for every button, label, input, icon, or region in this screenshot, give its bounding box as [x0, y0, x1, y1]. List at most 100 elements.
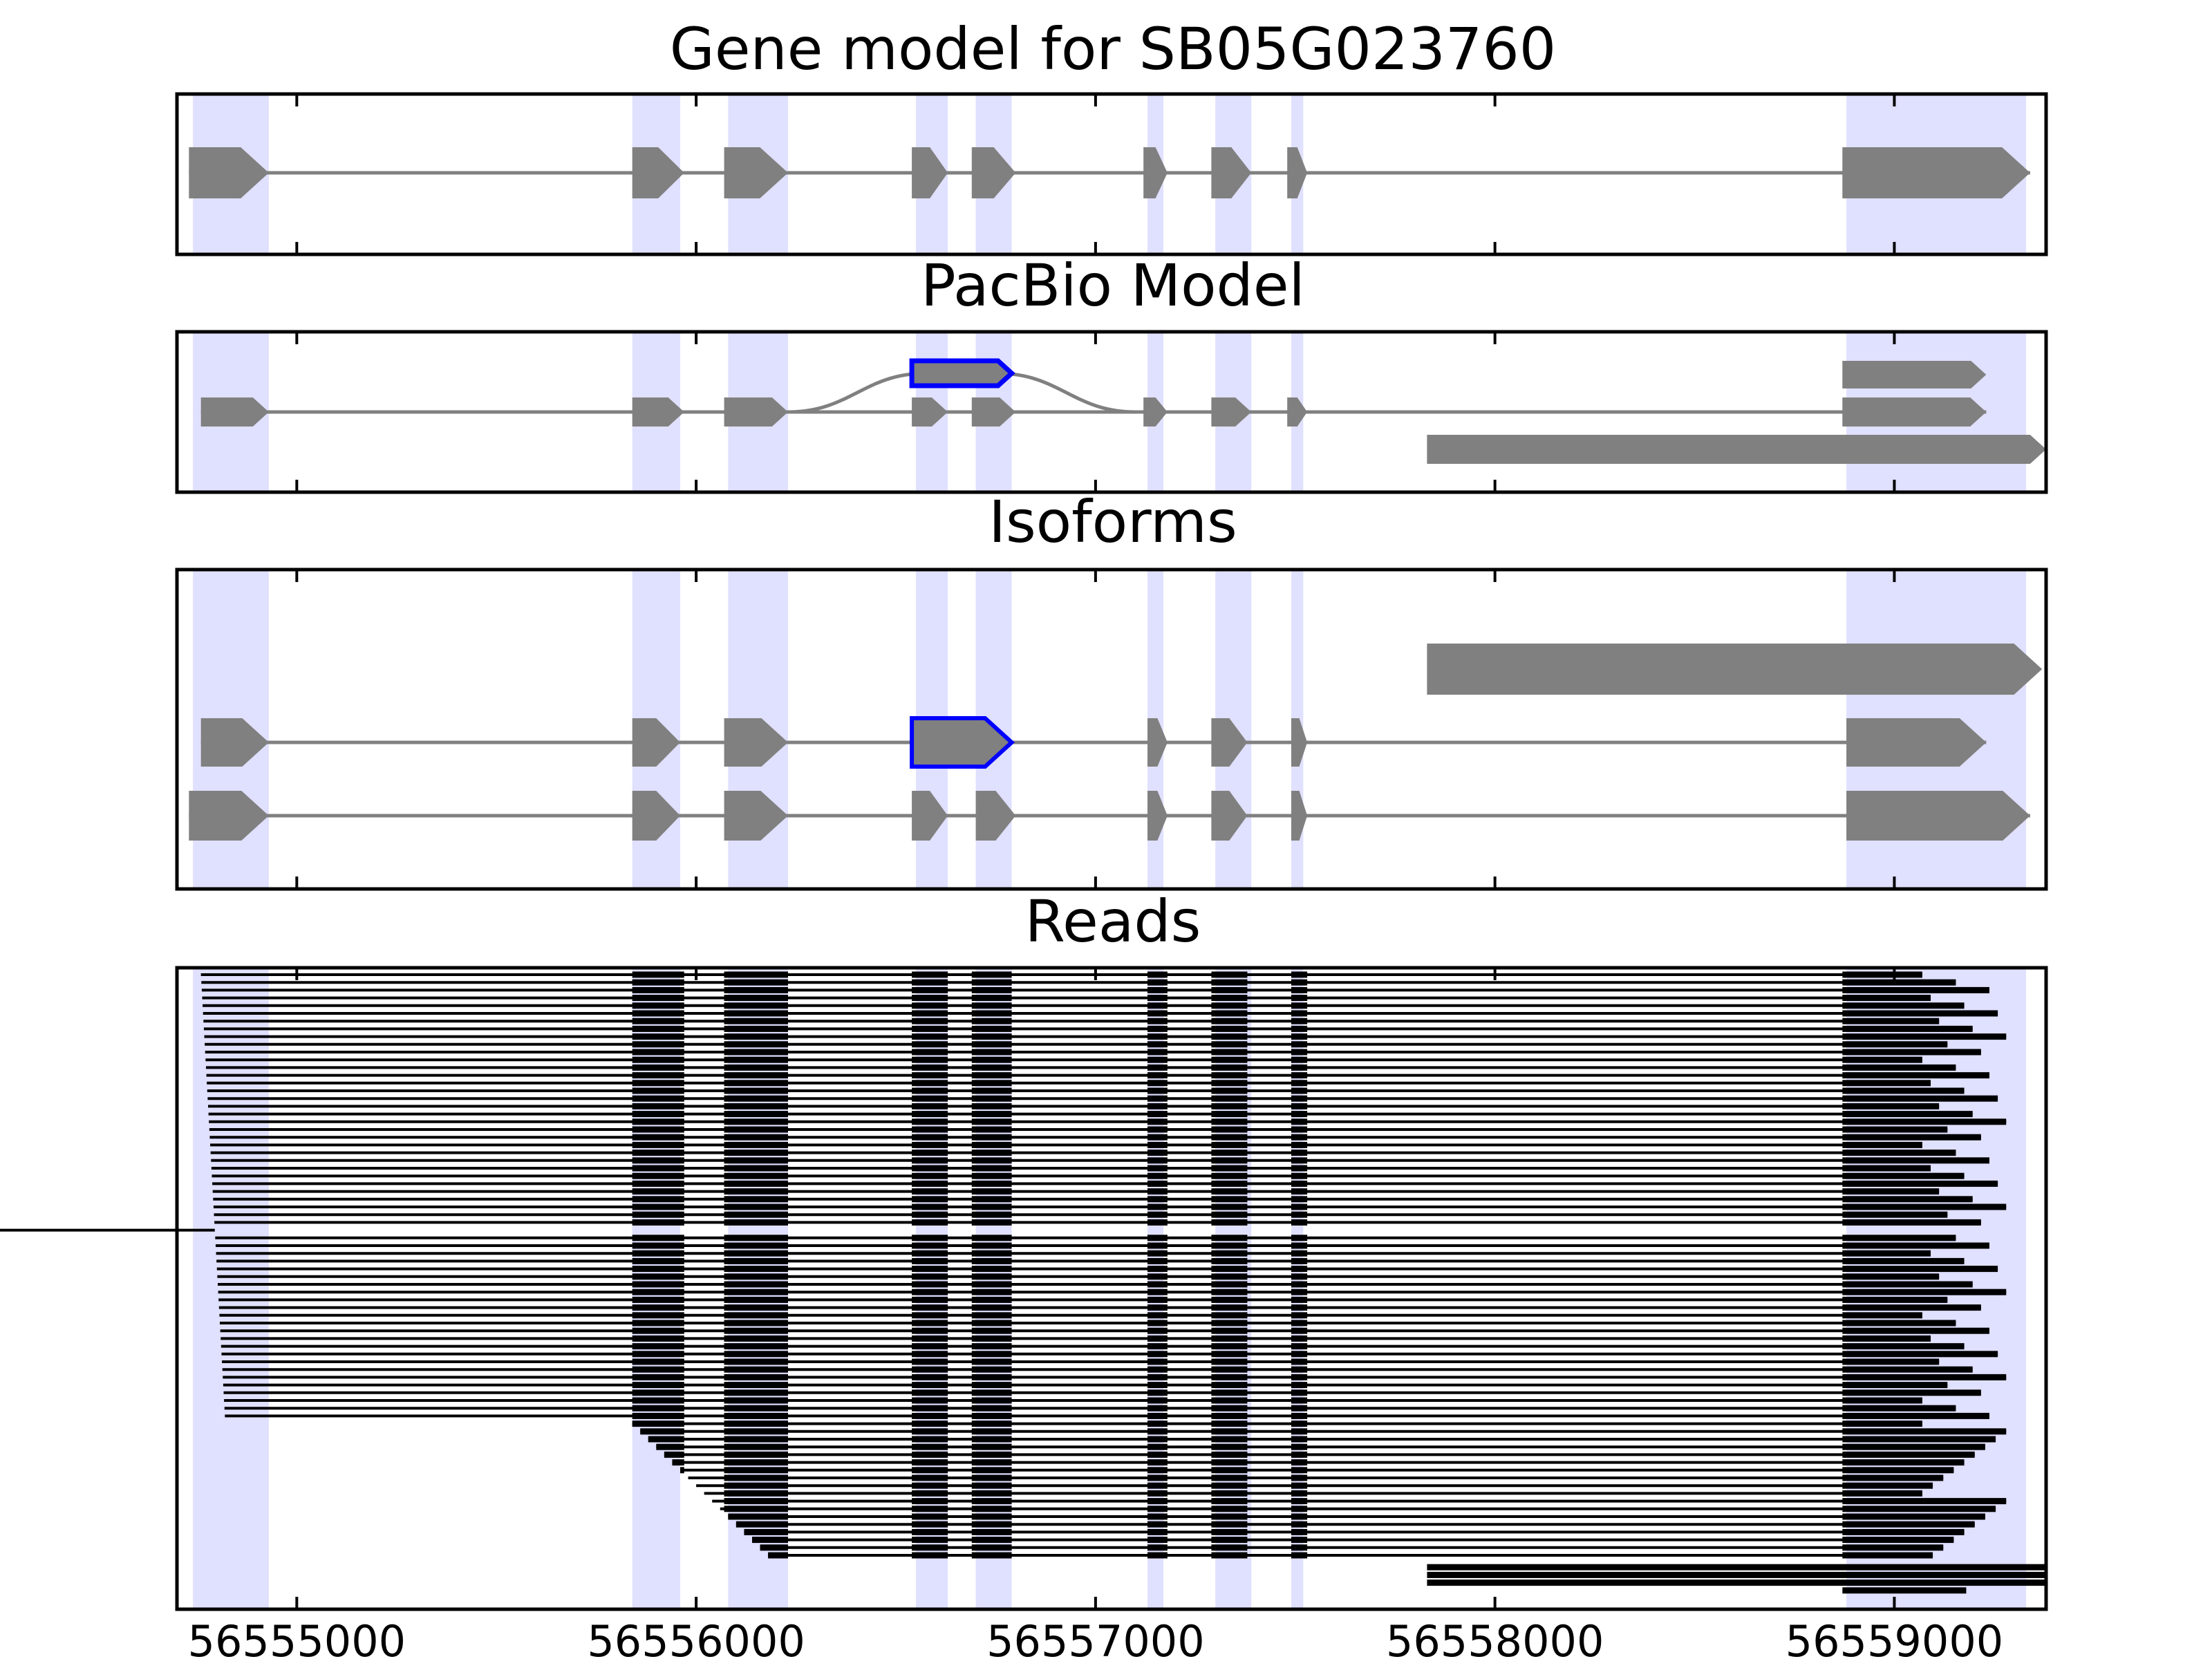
read-exon-block [971, 1203, 1012, 1210]
read-exon-block [1147, 971, 1168, 978]
read-exon-block [1291, 1257, 1308, 1264]
read-exon-block [1147, 1242, 1168, 1249]
read-exon-block [1147, 1552, 1168, 1559]
read-exon-block [1291, 1235, 1308, 1241]
read-exon-block [632, 1235, 684, 1241]
read-exon-block [1291, 1351, 1308, 1358]
read-exon-block [724, 1421, 788, 1427]
read-exon-block [1147, 1498, 1168, 1505]
read-exon-block [1211, 1412, 1248, 1419]
read-exon-block [1842, 1180, 1998, 1187]
read [215, 1235, 1956, 1241]
read-exon-block [1291, 1443, 1308, 1450]
read-exon-block [912, 1552, 948, 1559]
read-exon-block [1291, 1405, 1308, 1412]
read-exon-block [724, 1405, 788, 1412]
read-exon-block [724, 1366, 788, 1373]
read-exon-block [1842, 1219, 1981, 1226]
read-exon-block [912, 1250, 948, 1257]
read-exon-block [912, 1436, 948, 1443]
read-exon-block [632, 1374, 684, 1380]
read-exon-block [1211, 1351, 1248, 1358]
read-exon-block [724, 1118, 788, 1125]
read-exon-block [1147, 1118, 1168, 1125]
read-exon-block [1211, 1273, 1248, 1280]
read [222, 1358, 1940, 1365]
read-exon-block [1211, 1374, 1248, 1380]
read-exon-block [1842, 1165, 1931, 1172]
read-exon-block [971, 1320, 1012, 1327]
read-exon-block [912, 986, 948, 993]
read-exon-block [912, 1072, 948, 1079]
read-exon-block [1211, 1257, 1248, 1264]
read-exon-block [1147, 1467, 1168, 1474]
read-exon-block [1147, 1544, 1168, 1551]
exon [1211, 147, 1252, 198]
read-exon-block [912, 1111, 948, 1118]
exon [912, 147, 948, 198]
read-exon-block [632, 1327, 684, 1334]
read-exon-block [1842, 1537, 1954, 1544]
read-exon-block [1147, 1374, 1168, 1380]
read-exon-block [1211, 1266, 1248, 1273]
read-exon-block [1147, 995, 1168, 1002]
read-exon-block [971, 1443, 1012, 1450]
exon-highlight-band [193, 968, 269, 1609]
read-exon-block [632, 1064, 684, 1071]
read-exon-block [1291, 986, 1308, 993]
read-exon-block [1291, 1010, 1308, 1017]
read-exon-block [1211, 1010, 1248, 1017]
read-exon-block [1291, 1072, 1308, 1079]
x-axis-tick-label: 56558000 [1386, 1616, 1604, 1659]
read-exon-block [971, 1273, 1012, 1280]
read-exon-block [1147, 1382, 1168, 1389]
read-exon-block [971, 1358, 1012, 1365]
read-exon-block [1842, 1498, 2007, 1505]
read-exon-block [724, 1459, 788, 1466]
read [210, 1150, 1956, 1156]
read-exon-block [912, 1288, 948, 1295]
read-exon-block [1147, 1358, 1168, 1365]
read-exon-block [724, 1010, 788, 1017]
read-exon-block [1147, 1421, 1168, 1427]
read-exon-block [1842, 1203, 2007, 1210]
read-exon-block [971, 1049, 1012, 1056]
read-exon-block [724, 1389, 788, 1396]
read-exon-block [724, 1335, 788, 1342]
read-exon-block [1291, 1335, 1308, 1342]
read-exon-block [1842, 1150, 1956, 1156]
read-exon-block [728, 1513, 788, 1520]
read-exon-block [971, 1257, 1012, 1264]
read-exon-block [1147, 1312, 1168, 1319]
read-exon-block [1291, 1382, 1308, 1389]
read-exon-block [1211, 1498, 1248, 1505]
read-exon-block [1211, 1064, 1248, 1071]
read-exon-block [1211, 1211, 1248, 1218]
read-exon-block [1211, 1203, 1248, 1210]
read [221, 1343, 1965, 1350]
read [224, 1405, 1956, 1412]
read-exon-block [1842, 1288, 2007, 1295]
read-exon-block [971, 1172, 1012, 1179]
read-exon-block [1211, 1397, 1248, 1404]
read-exon-block [1147, 1002, 1168, 1009]
read-exon-block [971, 1482, 1012, 1489]
read-exon-block [632, 971, 684, 978]
read-exon-block [1147, 1188, 1168, 1195]
read-exon-block [724, 1490, 788, 1497]
read-exon-block [1842, 1118, 2007, 1125]
read-exon-block [632, 1134, 684, 1141]
read-exon-block [724, 1281, 788, 1288]
read-exon-block [971, 1010, 1012, 1017]
read-exon-block [1842, 971, 1922, 978]
read-exon-block [1211, 1235, 1248, 1241]
read-exon-block [1291, 1103, 1308, 1109]
read-exon-block [1147, 1172, 1168, 1179]
read-exon-block [912, 1242, 948, 1249]
read [217, 1273, 1940, 1280]
read-exon-block [971, 1126, 1012, 1133]
read-exon-block [971, 1134, 1012, 1141]
read-exon-block [1147, 1126, 1168, 1133]
read-exon-block [1291, 1002, 1308, 1009]
read-exon-block [632, 1405, 684, 1412]
